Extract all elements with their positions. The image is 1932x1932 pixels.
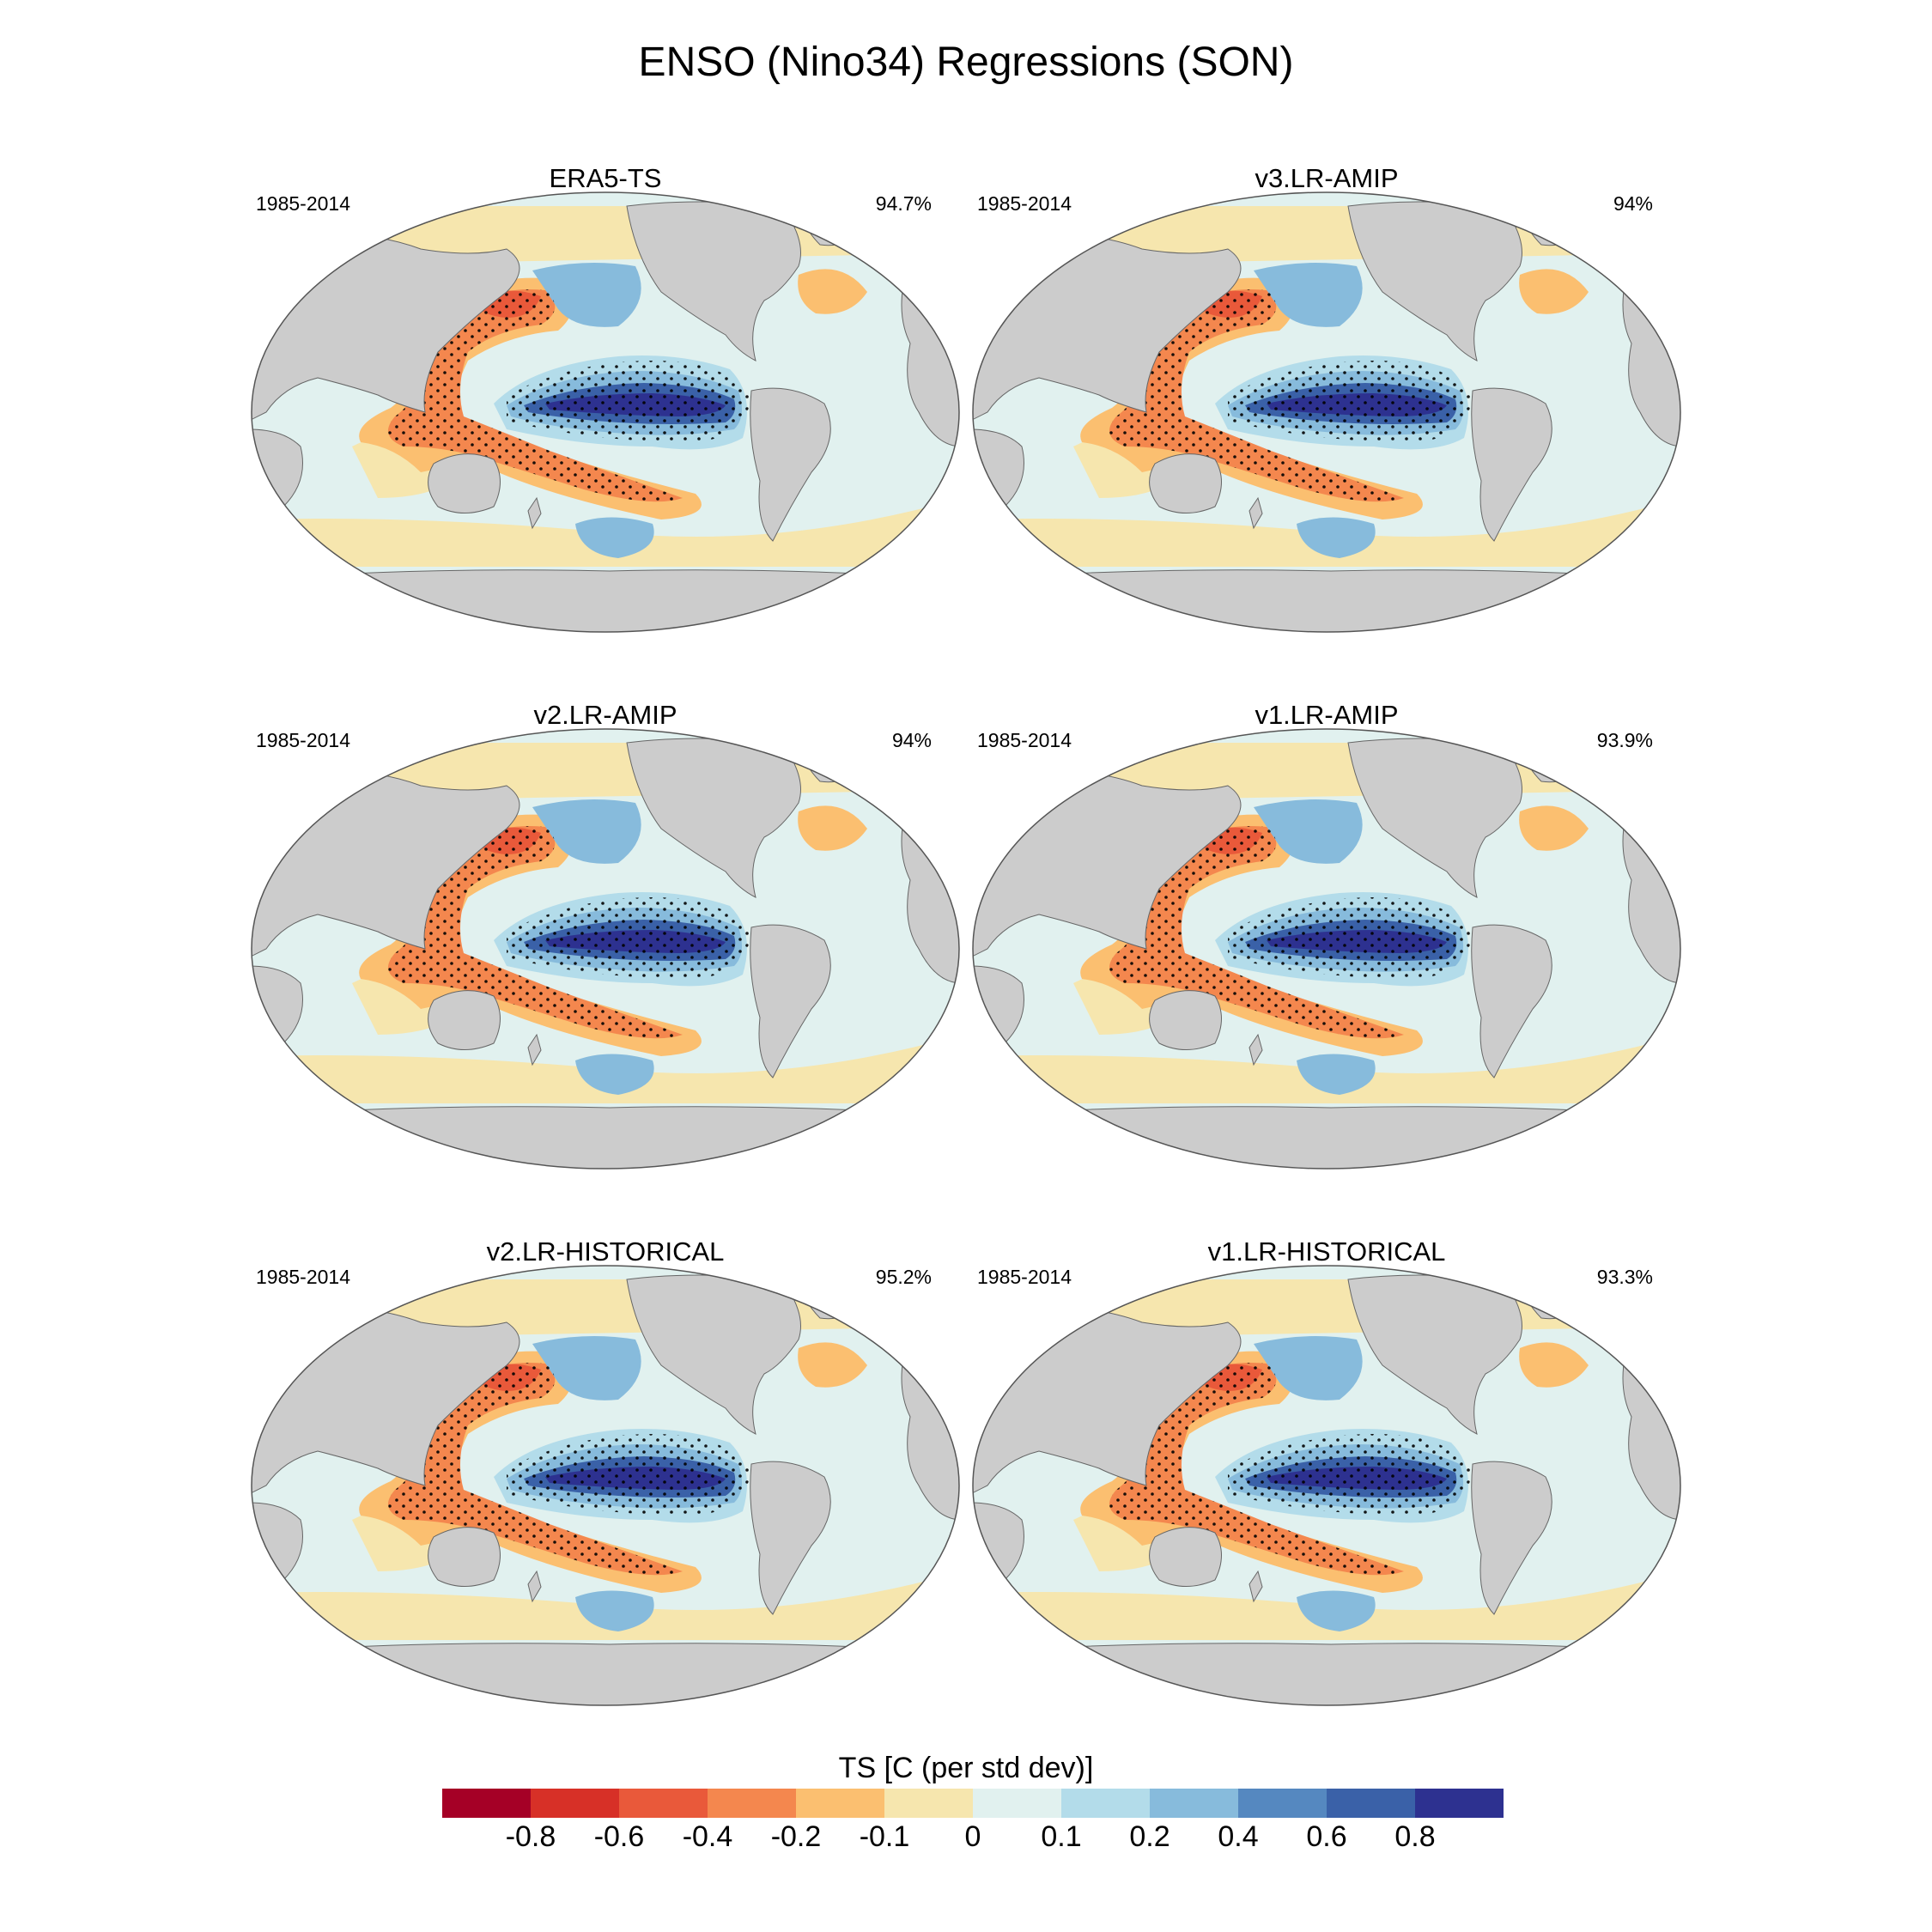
panel-period: 1985-2014: [977, 729, 1072, 751]
colorbar-tick-label: -0.8: [505, 1820, 556, 1853]
map-border: [972, 1265, 1681, 1706]
panel-period: 1985-2014: [977, 1266, 1072, 1288]
stipple-horseshoe: [388, 825, 683, 1039]
n-atlantic-warm: [798, 1342, 867, 1388]
south-pacific-cold: [1297, 1054, 1376, 1095]
panel-title: v3.LR-AMIP: [1255, 163, 1399, 193]
stipple-cold-tongue: [1228, 897, 1473, 979]
panel-pattern-correlation: 94.7%: [875, 192, 932, 215]
map-panel-v1-lr-historical: v1.LR-HISTORICAL 1985-2014 93.3%: [970, 1236, 1683, 1706]
panel-pattern-correlation: 94%: [1613, 192, 1653, 215]
stipple-horseshoe: [1109, 825, 1404, 1039]
colorbar-swatch: [973, 1789, 1062, 1818]
colorbar-swatch: [1327, 1789, 1416, 1818]
colorbar-tick-label: 0.1: [1041, 1820, 1082, 1853]
south-pacific-cold: [1297, 1590, 1376, 1631]
colorbar-tick-label: -0.6: [593, 1820, 645, 1853]
world-map: [972, 728, 1681, 1170]
ne-pacific-cold: [532, 1336, 641, 1400]
colorbar-tick-label: 0.4: [1218, 1820, 1259, 1853]
colorbar-tick-label: 0.2: [1129, 1820, 1170, 1853]
colorbar-swatch: [708, 1789, 797, 1818]
n-atlantic-warm: [798, 805, 867, 851]
south-pacific-cold: [575, 1054, 654, 1095]
colorbar-swatch: [442, 1789, 532, 1818]
stipple-cold-tongue: [507, 897, 751, 979]
colorbar-tick-label: 0.8: [1394, 1820, 1436, 1853]
world-map: [251, 728, 960, 1170]
colorbar-tick-label: 0: [964, 1820, 981, 1853]
stipple-cold-tongue: [507, 1434, 751, 1516]
stipple-horseshoe: [1109, 1362, 1404, 1576]
ne-pacific-cold: [532, 263, 641, 327]
colorbar-swatch: [1061, 1789, 1151, 1818]
map-border: [972, 728, 1681, 1170]
map-panel-era5-ts: ERA5-TS 1985-2014 94.7%: [249, 163, 962, 633]
n-atlantic-warm: [798, 269, 867, 314]
ne-pacific-cold: [1254, 1336, 1363, 1400]
stipple-horseshoe: [388, 289, 683, 502]
panel-pattern-correlation: 95.2%: [875, 1266, 932, 1288]
map-panel-v2-lr-amip: v2.LR-AMIP 1985-2014 94%: [249, 700, 962, 1170]
panel-period: 1985-2014: [256, 1266, 350, 1288]
stipple-cold-tongue: [1228, 1434, 1473, 1516]
south-pacific-cold: [575, 517, 654, 558]
colorbar-swatch: [1238, 1789, 1327, 1818]
colorbar-swatch: [1150, 1789, 1239, 1818]
panel-period: 1985-2014: [256, 192, 350, 215]
stipple-cold-tongue: [507, 361, 751, 442]
colorbar-swatch: [884, 1789, 974, 1818]
south-pacific-cold: [1297, 517, 1376, 558]
map-border: [251, 1265, 960, 1706]
colorbar-tick-label: 0.6: [1306, 1820, 1347, 1853]
colorbar-swatch: [796, 1789, 885, 1818]
map-border: [251, 728, 960, 1170]
stipple-horseshoe: [388, 1362, 683, 1576]
stipple-cold-tongue: [1228, 361, 1473, 442]
colorbar-swatch: [619, 1789, 708, 1818]
panel-title: v2.LR-HISTORICAL: [486, 1236, 725, 1267]
map-border: [251, 191, 960, 633]
panel-title: v1.LR-AMIP: [1255, 700, 1399, 730]
stipple-horseshoe: [1109, 289, 1404, 502]
n-atlantic-warm: [1519, 1342, 1589, 1388]
panel-period: 1985-2014: [977, 192, 1072, 215]
map-panel-v3-lr-amip: v3.LR-AMIP 1985-2014 94%: [970, 163, 1683, 633]
panel-pattern-correlation: 93.9%: [1596, 729, 1653, 751]
panel-period: 1985-2014: [256, 729, 350, 751]
panel-pattern-correlation: 93.3%: [1596, 1266, 1653, 1288]
colorbar-swatch: [1415, 1789, 1504, 1818]
colorbar-swatch: [531, 1789, 620, 1818]
panel-title: ERA5-TS: [549, 163, 662, 193]
ne-pacific-cold: [532, 799, 641, 864]
world-map: [972, 1265, 1681, 1706]
world-map: [972, 191, 1681, 633]
south-pacific-cold: [575, 1590, 654, 1631]
colorbar-tick-label: -0.1: [859, 1820, 910, 1853]
panel-title: v2.LR-AMIP: [533, 700, 677, 730]
colorbar-title: TS [C (per std dev)]: [838, 1752, 1094, 1784]
world-map: [251, 191, 960, 633]
colorbar: [442, 1789, 1504, 1818]
map-panel-v1-lr-amip: v1.LR-AMIP 1985-2014 93.9%: [970, 700, 1683, 1170]
world-map: [251, 1265, 960, 1706]
figure-title: ENSO (Nino34) Regressions (SON): [638, 39, 1294, 85]
n-atlantic-warm: [1519, 269, 1589, 314]
ne-pacific-cold: [1254, 799, 1363, 864]
map-panel-v2-lr-historical: v2.LR-HISTORICAL 1985-2014 95.2%: [249, 1236, 962, 1706]
colorbar-tick-label: -0.2: [770, 1820, 822, 1853]
map-border: [972, 191, 1681, 633]
n-atlantic-warm: [1519, 805, 1589, 851]
ne-pacific-cold: [1254, 263, 1363, 327]
panel-title: v1.LR-HISTORICAL: [1207, 1236, 1446, 1267]
colorbar-tick-label: -0.4: [682, 1820, 733, 1853]
panel-pattern-correlation: 94%: [891, 729, 932, 751]
